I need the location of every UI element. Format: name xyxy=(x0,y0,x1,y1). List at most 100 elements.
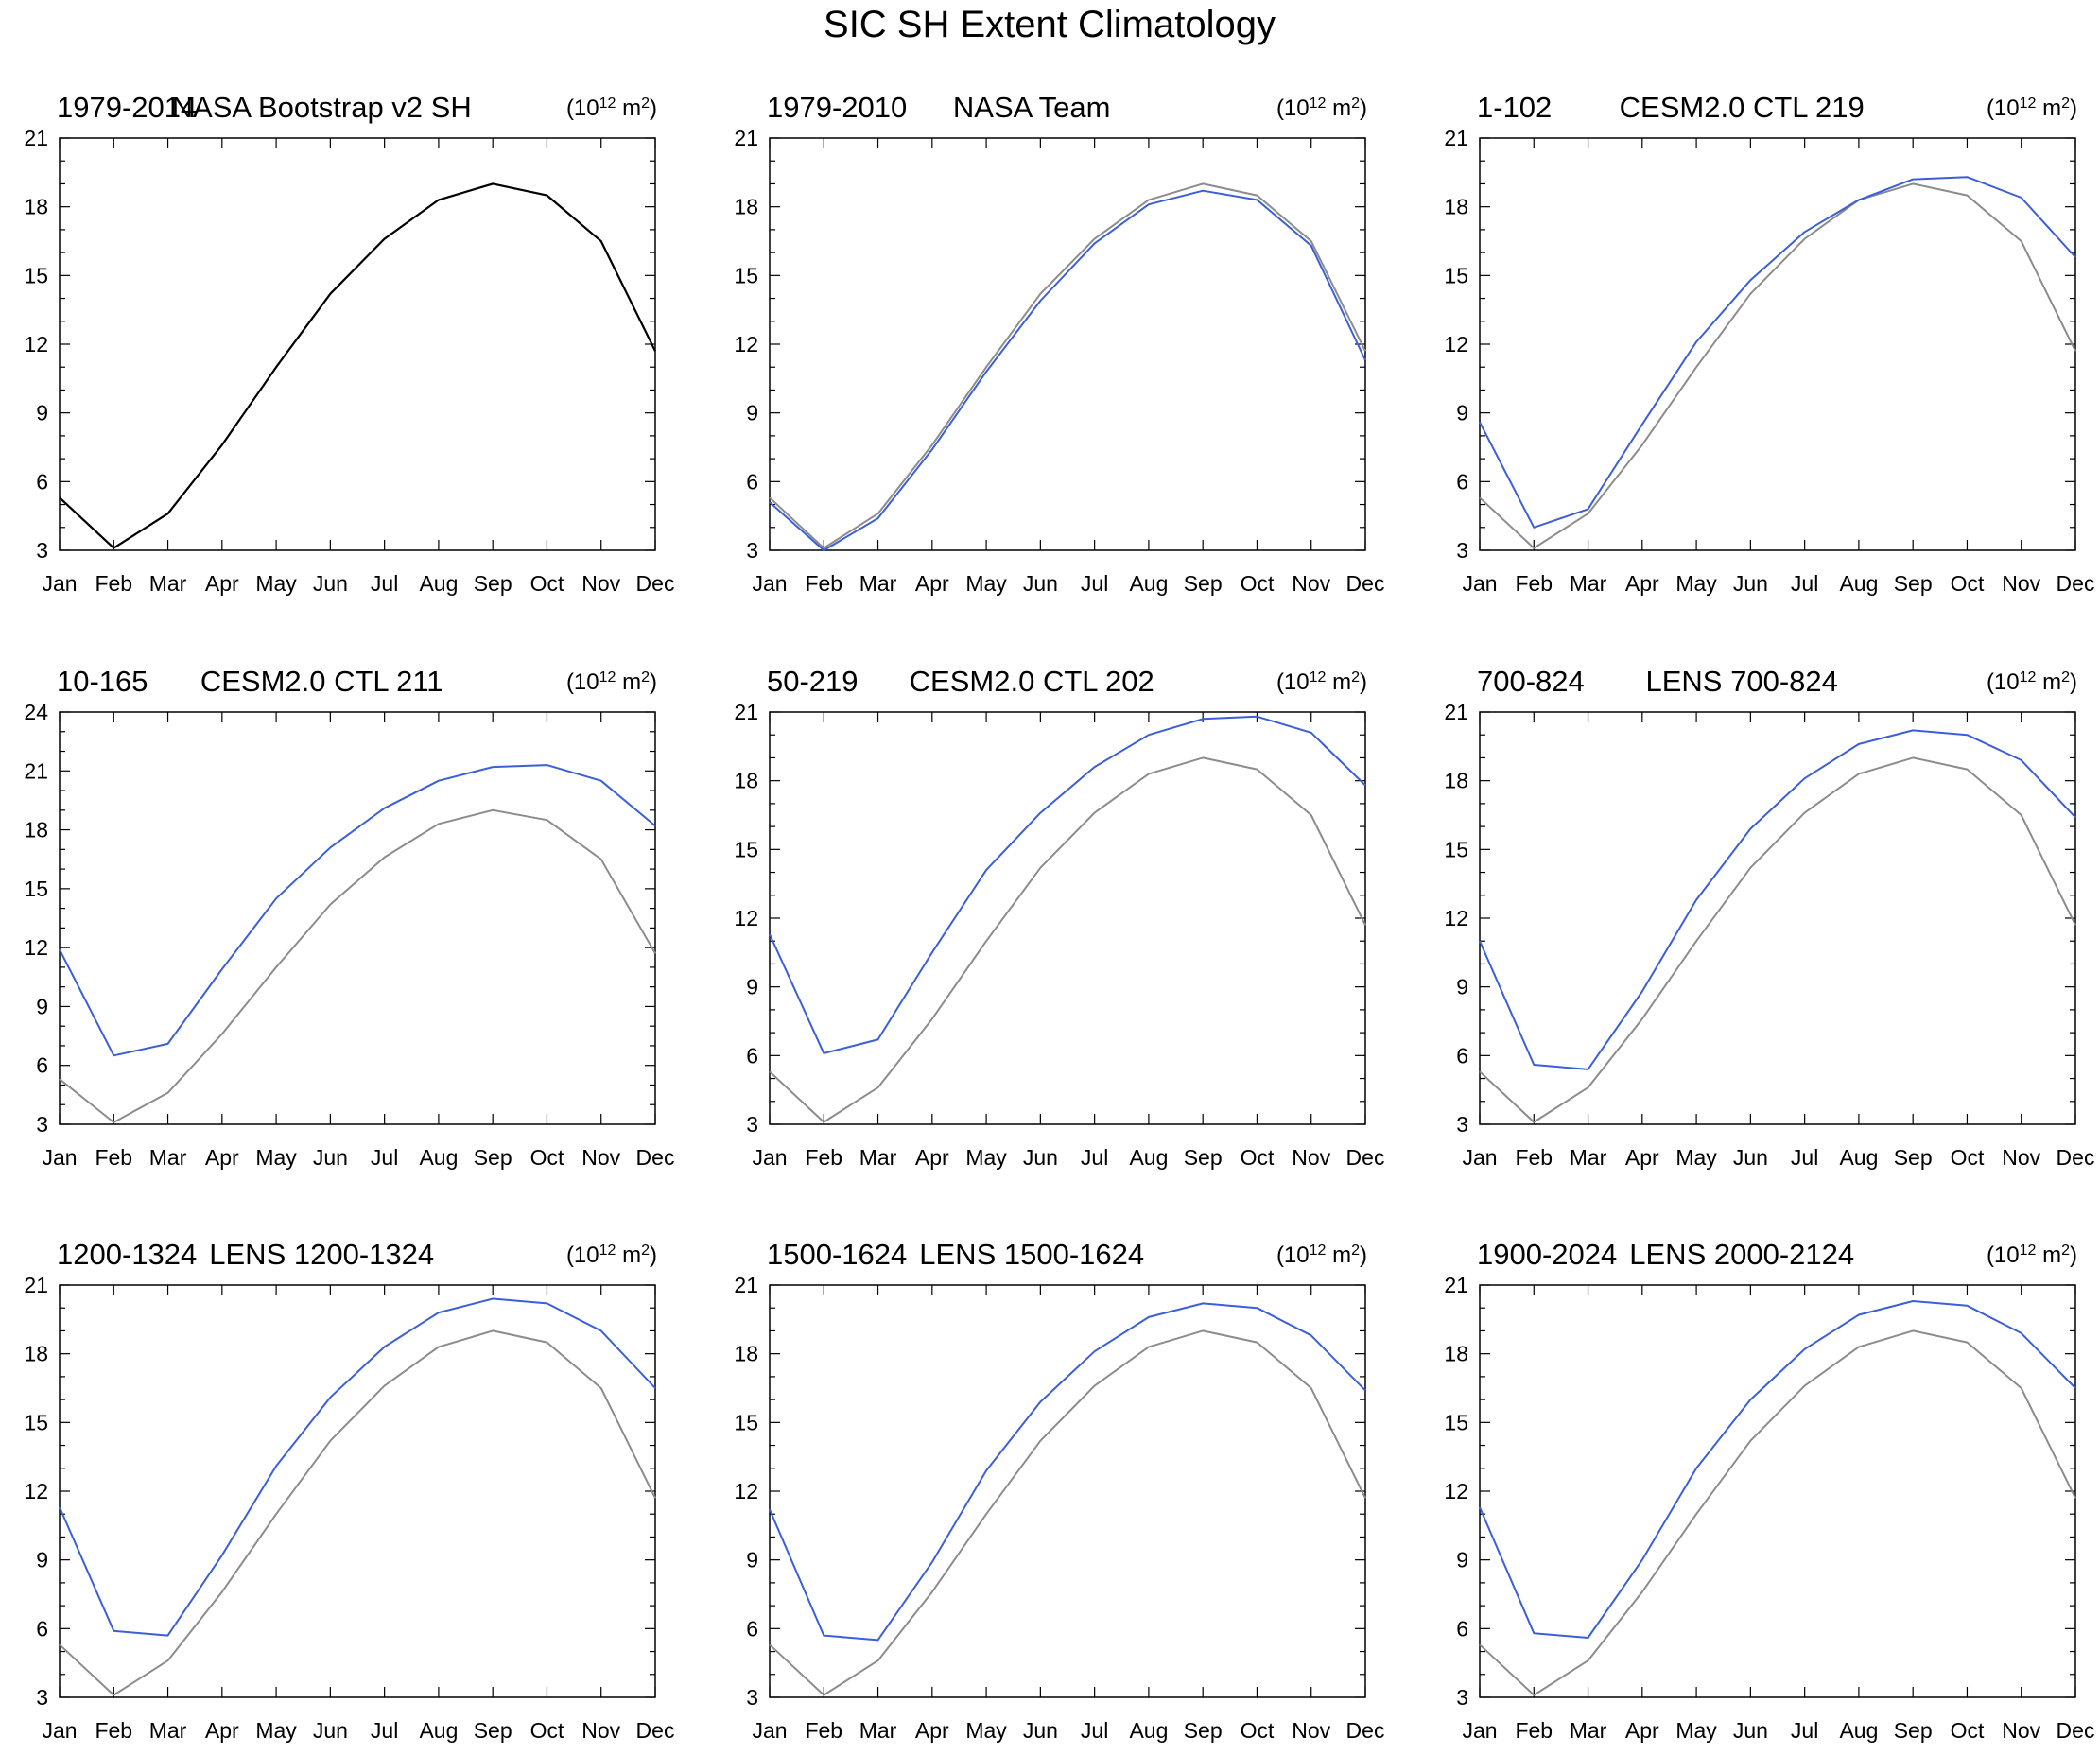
x-tick-label: Aug xyxy=(1129,1145,1168,1170)
x-tick-label: Apr xyxy=(915,1145,949,1170)
panel-7: 1200-1324 LENS 1200-1324 (1012 m2)36912151… xyxy=(24,1238,674,1743)
y-tick-label: 12 xyxy=(1444,1479,1468,1503)
x-tick-label: Jul xyxy=(1081,571,1108,596)
x-tick-label: Dec xyxy=(636,571,675,596)
x-tick-label: Nov xyxy=(581,1145,620,1170)
units-unit: m xyxy=(2036,96,2061,121)
x-tick-label: Mar xyxy=(149,1718,187,1743)
x-tick-label: Oct xyxy=(1951,1718,1985,1743)
units-close: ) xyxy=(1360,1242,1367,1268)
panel-9: 1900-2024 LENS 2000-2124 (1012 m2)36912151… xyxy=(1444,1238,2094,1743)
y-tick-label: 12 xyxy=(24,332,48,356)
x-tick-label: Apr xyxy=(205,1145,239,1170)
y-tick-label: 9 xyxy=(36,994,48,1018)
y-tick-label: 15 xyxy=(734,1410,758,1434)
x-tick-label: Jun xyxy=(313,1145,348,1170)
y-tick-label: 18 xyxy=(734,195,758,219)
x-tick-label: Feb xyxy=(95,571,132,596)
x-tick-label: Mar xyxy=(1570,1145,1607,1170)
plot-frame xyxy=(769,137,1366,551)
series-line-model xyxy=(1479,729,2076,1070)
plot-frame xyxy=(769,1284,1366,1698)
x-tick-label: Feb xyxy=(1515,571,1553,596)
x-tick-label: Oct xyxy=(1951,1145,1985,1170)
y-tick-label: 15 xyxy=(24,263,48,287)
y-tick-label: 3 xyxy=(36,1685,48,1710)
y-tick-label: 12 xyxy=(1444,332,1468,356)
x-tick-label: Aug xyxy=(1129,1718,1168,1743)
y-tick-label: 9 xyxy=(1456,1548,1468,1573)
panel-center-label: LENS 700-824 xyxy=(1646,665,1838,698)
x-tick-label: Jun xyxy=(1733,1718,1768,1743)
x-tick-label: Jan xyxy=(752,571,787,596)
x-tick-label: Jun xyxy=(1733,1145,1768,1170)
units-unit: m xyxy=(1326,96,1351,121)
x-tick-label: Apr xyxy=(1625,1145,1659,1170)
units-exponent: 12 xyxy=(2020,1242,2037,1259)
x-tick-label: May xyxy=(255,1145,297,1170)
y-tick-label: 3 xyxy=(1456,1112,1468,1137)
x-tick-label: Aug xyxy=(419,1718,458,1743)
x-tick-label: Feb xyxy=(95,1718,132,1743)
x-tick-label: Dec xyxy=(1346,1145,1385,1170)
y-tick-label: 12 xyxy=(734,1479,758,1503)
panel-left-label: 1500-1624 xyxy=(767,1238,907,1271)
panel-center-label: LENS 1500-1624 xyxy=(919,1238,1144,1271)
units-base: (10 xyxy=(566,1242,599,1268)
x-tick-label: Nov xyxy=(2002,1718,2040,1743)
x-tick-label: May xyxy=(965,571,1007,596)
y-tick-label: 21 xyxy=(734,700,758,724)
x-tick-label: Jul xyxy=(1081,1718,1108,1743)
y-tick-label: 15 xyxy=(1444,263,1468,287)
x-tick-label: Aug xyxy=(419,1145,458,1170)
x-tick-label: Jan xyxy=(42,1145,77,1170)
y-tick-label: 3 xyxy=(1456,538,1468,563)
units-exponent: 12 xyxy=(1310,1242,1327,1259)
x-tick-label: Nov xyxy=(1292,1718,1330,1743)
units-close: ) xyxy=(2070,96,2077,121)
y-tick-label: 6 xyxy=(746,469,758,494)
x-tick-label: Jul xyxy=(371,1145,398,1170)
x-tick-label: Oct xyxy=(530,571,564,596)
y-tick-label: 21 xyxy=(24,1273,48,1297)
units-unit-exponent: 2 xyxy=(1351,96,1360,112)
panel-6: 700-824 LENS 700-824 (1012 m2)36912151821J… xyxy=(1444,665,2094,1170)
units-base: (10 xyxy=(1987,669,2020,695)
plot-frame xyxy=(59,1284,656,1698)
units-close: ) xyxy=(2070,669,2077,695)
y-tick-label: 12 xyxy=(734,906,758,930)
y-tick-label: 15 xyxy=(1444,837,1468,861)
x-tick-label: Mar xyxy=(1570,571,1607,596)
panel-3: 1-102 CESM2.0 CTL 219 (1012 m2)36912151821… xyxy=(1444,91,2094,596)
x-tick-label: Dec xyxy=(636,1145,675,1170)
y-tick-label: 3 xyxy=(746,538,758,563)
x-tick-label: Dec xyxy=(636,1718,675,1743)
y-tick-label: 18 xyxy=(24,818,48,843)
x-tick-label: Sep xyxy=(1894,1718,1933,1743)
series-line-model xyxy=(769,715,1366,1054)
units-exponent: 12 xyxy=(1310,669,1327,686)
x-tick-label: Jun xyxy=(1023,1145,1058,1170)
panel-left-label: 50-219 xyxy=(767,665,859,698)
x-tick-label: Nov xyxy=(2002,1145,2040,1170)
y-tick-label: 15 xyxy=(734,837,758,861)
y-tick-label: 12 xyxy=(24,1479,48,1503)
figure-title: SIC SH Extent Climatology xyxy=(824,4,1276,45)
x-tick-label: Apr xyxy=(205,1718,239,1743)
x-tick-label: Sep xyxy=(474,1145,512,1170)
x-tick-label: Jan xyxy=(752,1145,787,1170)
x-tick-label: Feb xyxy=(805,571,842,596)
panel-4: 10-165 CESM2.0 CTL 211 (1012 m2)3691215182… xyxy=(24,665,674,1170)
units-exponent: 12 xyxy=(1310,96,1327,112)
plot-frame xyxy=(1479,711,2076,1125)
y-tick-label: 9 xyxy=(36,1548,48,1573)
units-base: (10 xyxy=(1987,1242,2020,1268)
plot-frame xyxy=(59,137,656,551)
units-base: (10 xyxy=(1276,669,1310,695)
units-label: (1012 m2) xyxy=(1987,1242,2077,1269)
units-close: ) xyxy=(1360,96,1367,121)
units-label: (1012 m2) xyxy=(1276,96,1367,122)
